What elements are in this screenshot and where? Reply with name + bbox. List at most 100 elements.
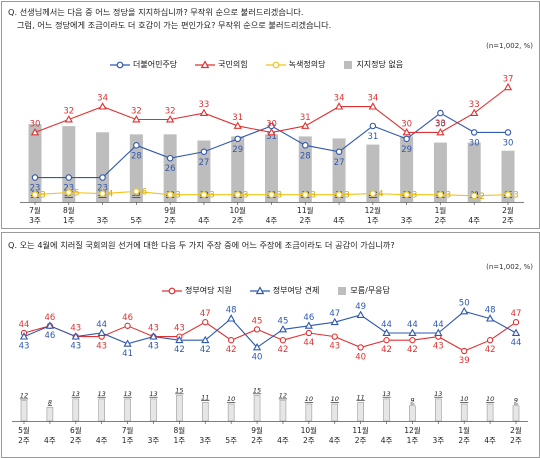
support-govt-value-label: 42	[485, 345, 496, 355]
check-govt-value-label: 42	[200, 345, 211, 355]
support-govt-value-label: 42	[381, 345, 392, 355]
democratic-value-label: 30	[503, 138, 514, 148]
ppp-value-label: 33	[469, 100, 480, 110]
x-tick-label: 1주	[122, 436, 134, 445]
support-govt-value-label: 43	[148, 324, 159, 334]
dont-know-bar-label: 11	[201, 393, 209, 401]
green-justice-value-label: 2	[480, 192, 485, 202]
green-justice-point	[302, 191, 309, 198]
x-tick-label: 2주	[303, 436, 315, 445]
dont-know-bar	[227, 403, 235, 422]
green-justice-value-label: 3	[209, 191, 214, 201]
check-govt-value-label: 48	[226, 306, 237, 316]
x-tick-label: 2월	[502, 205, 514, 215]
party-support-chart-panel: Q. 선생님께서는 다음 중 어느 정당을 지지하십니까? 무작위 순으로 불러…	[1, 1, 540, 229]
x-tick-label: 1월	[435, 205, 447, 215]
check-govt-value-label: 45	[278, 316, 289, 326]
green-justice-value-label: 3	[40, 191, 45, 201]
x-tick-label: 3주	[29, 216, 41, 225]
ppp-value-label: 32	[63, 107, 74, 117]
support-govt-point	[357, 344, 364, 351]
ppp-point	[132, 115, 141, 123]
no-party-bar	[28, 124, 42, 202]
green-justice-value-label: 3	[513, 191, 518, 201]
dont-know-bar-label: 15	[175, 387, 183, 395]
check-govt-value-label: 44	[433, 320, 444, 330]
dont-know-bar-label: 13	[98, 390, 106, 398]
x-tick-label: 1주	[407, 436, 419, 445]
legend-label-green-justice: 녹색정의당	[288, 60, 326, 69]
ppp-value-label: 37	[503, 74, 514, 84]
dont-know-bar-label: 10	[227, 395, 235, 403]
dont-know-bar	[357, 402, 364, 422]
check-govt-value-label: 43	[70, 342, 81, 352]
democratic-point	[65, 174, 73, 181]
support-govt-point	[279, 337, 287, 344]
green-justice-point	[234, 191, 241, 198]
green-justice-point	[470, 192, 478, 200]
x-tick-label: 8월	[174, 425, 186, 435]
x-tick-label: 7월	[29, 205, 41, 215]
legend-item-support-govt: 정부여당 지원	[162, 285, 232, 296]
dont-know-bar	[279, 400, 287, 422]
dont-know-bar	[150, 398, 157, 422]
x-tick-label: 11월	[352, 425, 369, 435]
ppp-value-label: 34	[367, 94, 378, 104]
x-tick-label: 2주	[299, 216, 311, 225]
legend-item-check-govt: 정부여당 견제	[249, 285, 319, 296]
legend-marker-democratic	[110, 61, 130, 68]
support-govt-point	[331, 333, 338, 340]
check-govt-value-label: 40	[252, 352, 263, 362]
check-govt-point	[278, 324, 288, 333]
support-govt-point	[253, 326, 261, 333]
ppp-point	[233, 121, 242, 129]
x-tick-label: 4주	[198, 216, 210, 225]
green-justice-point	[403, 191, 410, 198]
x-tick-label: 3주	[401, 216, 413, 225]
ppp-point	[30, 127, 40, 136]
x-tick-label: 4주	[329, 436, 341, 445]
legend-marker-ppp	[195, 59, 216, 68]
x-tick-label: 4주	[96, 436, 108, 445]
x-tick-label: 10월	[301, 425, 318, 435]
check-govt-point	[97, 328, 106, 336]
dont-know-bar-label: 13	[149, 390, 157, 398]
support-govt-point	[305, 329, 312, 337]
dont-know-bar-label: 8	[48, 398, 52, 406]
ppp-value-label: 33	[199, 100, 210, 110]
dont-know-bar	[305, 403, 313, 422]
x-tick-label: 3주	[97, 216, 109, 225]
check-govt-point	[175, 335, 184, 344]
ppp-value-label: 30	[266, 119, 277, 129]
ppp-point	[98, 102, 107, 110]
support-govt-value-label: 43	[329, 342, 340, 352]
ppp-point	[267, 127, 276, 136]
no-party-bar	[96, 132, 110, 202]
check-govt-value-label: 43	[19, 342, 30, 352]
no-party-bar	[163, 134, 177, 202]
check-govt-value-label: 49	[355, 302, 366, 312]
green-justice-value-label: 4	[108, 190, 113, 200]
dont-know-bar	[383, 398, 390, 422]
dont-know-bar-label: 12	[20, 392, 28, 400]
support-govt-value-label: 40	[355, 352, 366, 362]
check-govt-value-label: 46	[303, 313, 314, 323]
ppp-point	[301, 121, 310, 129]
x-tick-label: 4주	[484, 436, 496, 445]
green-justice-value-label: 3	[175, 191, 180, 201]
support-govt-point	[228, 337, 235, 344]
legend-marker-no-party	[344, 60, 353, 69]
democratic-value-label: 23	[63, 184, 74, 194]
dont-know-bar-label: 13	[123, 390, 131, 398]
check-govt-point	[485, 314, 495, 322]
legend-label-ppp: 국민의힘	[218, 60, 248, 69]
x-tick-label: 2월	[510, 425, 522, 435]
legend-item-democratic: 더불어민주당	[110, 59, 177, 70]
check-govt-point	[356, 310, 365, 318]
no-party-bar	[501, 150, 515, 202]
ppp-value-label: 31	[300, 113, 311, 123]
check-govt-point	[123, 339, 132, 347]
no-party-bar	[197, 140, 211, 202]
dont-know-bar-label: 9	[410, 397, 414, 405]
green-justice-point	[65, 189, 73, 196]
